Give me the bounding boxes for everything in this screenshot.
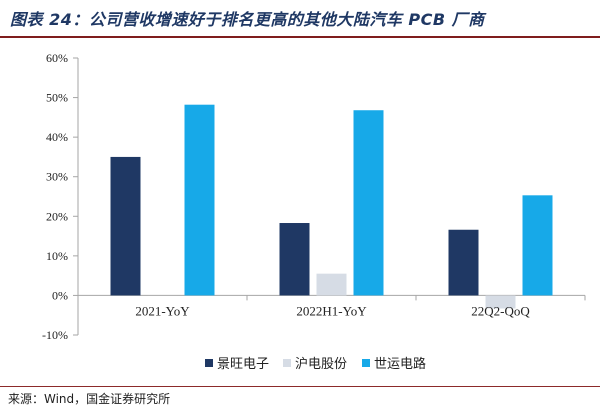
- bar-chart: -10% 0% 10% 20% 30% 40% 50% 60% 2021-YoY 2022H1-…: [42, 51, 586, 372]
- y-tick-label: 30%: [46, 170, 68, 184]
- bar: [110, 156, 141, 296]
- y-tick-label: -10%: [42, 328, 68, 342]
- bar: [184, 104, 215, 296]
- x-category-label: 2021-YoY: [135, 303, 190, 318]
- y-tick-label: 20%: [46, 209, 68, 223]
- chart-legend: 景旺电子 沪电股份 世运电路: [205, 356, 426, 372]
- bar: [316, 273, 347, 296]
- legend-label: 沪电股份: [295, 356, 347, 372]
- bar: [353, 110, 384, 296]
- x-axis-categories: 2021-YoY 2022H1-YoY 22Q2-QoQ: [135, 303, 530, 318]
- y-tick-label: 60%: [46, 51, 68, 65]
- title-divider: [0, 36, 600, 38]
- chart-title: 图表 24：公司营收增速好于排名更高的其他大陆汽车 PCB 厂商: [10, 10, 485, 29]
- source-note: 来源：Wind，国金证券研究所: [8, 392, 171, 406]
- y-axis-ticks: -10% 0% 10% 20% 30% 40% 50% 60%: [42, 51, 78, 342]
- x-category-label: 22Q2-QoQ: [471, 303, 530, 318]
- x-category-label: 2022H1-YoY: [296, 303, 367, 318]
- y-tick-label: 10%: [46, 249, 68, 263]
- legend-label: 世运电路: [374, 356, 426, 372]
- y-tick-label: 40%: [46, 130, 68, 144]
- y-tick-label: 0%: [52, 288, 68, 302]
- bar: [448, 229, 479, 296]
- bar: [485, 295, 516, 309]
- legend-swatch: [283, 359, 291, 367]
- chart-bars: [110, 104, 553, 309]
- legend-swatch: [362, 359, 370, 367]
- bar: [522, 195, 553, 296]
- legend-swatch: [205, 359, 213, 367]
- source-divider: [0, 386, 600, 387]
- legend-label: 景旺电子: [217, 357, 269, 372]
- y-tick-label: 50%: [46, 91, 68, 105]
- bar: [279, 223, 310, 296]
